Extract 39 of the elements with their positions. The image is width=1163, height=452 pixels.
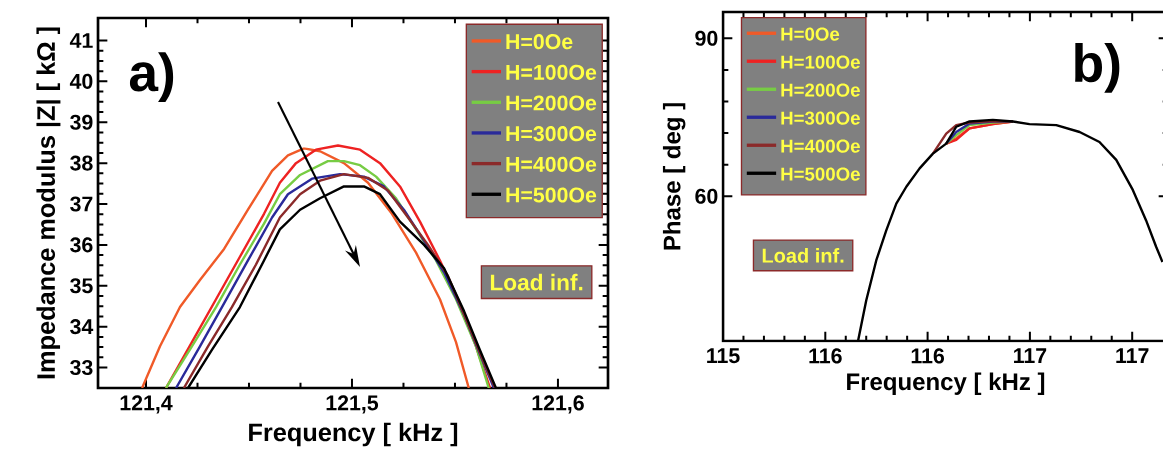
legend-label: H=100Oe	[506, 64, 597, 80]
y-tick-label: 39	[70, 114, 93, 130]
x-tick-label: 115	[707, 348, 740, 364]
annotation: b)	[1075, 43, 1120, 93]
y-axis-title: Impedance modulus |Z| [ kΩ ]	[36, 27, 61, 379]
y-tick-label: 33	[70, 359, 93, 376]
legend-label: H=400Oe	[506, 156, 597, 172]
y-tick-label: 38	[70, 155, 93, 171]
x-tick-label: 116	[911, 348, 945, 364]
y-tick-label: 40	[69, 73, 93, 89]
x-tick-label: 121,5	[326, 395, 379, 414]
legend-label: H=500Oe	[506, 187, 597, 203]
y-tick-label: 60	[695, 188, 718, 204]
legend-label: H=0Oe	[506, 34, 573, 50]
legend-label: H=0Oe	[781, 27, 840, 41]
legend-label: H=300Oe	[506, 126, 597, 142]
y-tick-label: 41	[69, 33, 93, 48]
legend-label: H=200Oe	[506, 95, 597, 111]
y-tick-label: 35	[70, 278, 93, 294]
annotation: a)	[129, 52, 174, 103]
y-tick-label: 37	[70, 196, 93, 212]
y-tick-label: 90	[695, 30, 718, 46]
x-tick-label: 121,6	[532, 395, 584, 414]
x-tick-label: 121,4	[120, 395, 173, 414]
y-axis-title: Phase [ deg ]	[662, 103, 686, 250]
annotation: Load inf.	[762, 248, 844, 263]
legend-label: H=100Oe	[781, 55, 860, 69]
x-tick-label: 117	[1014, 348, 1047, 364]
legend-label: H=400Oe	[781, 139, 860, 153]
x-axis-title: Frequency [ kHz ]	[249, 422, 458, 447]
x-tick-label: 117	[1116, 348, 1149, 364]
y-tick-label: 36	[70, 237, 93, 253]
legend-label: H=200Oe	[781, 83, 860, 97]
x-axis-title: Frequency [ kHz ]	[847, 372, 1045, 395]
legend-label: H=300Oe	[781, 111, 860, 125]
y-tick-label: 34	[70, 319, 94, 335]
x-tick-label: 116	[809, 348, 842, 364]
annotation: Load inf.	[490, 273, 583, 291]
legend-label: H=500Oe	[781, 167, 860, 181]
